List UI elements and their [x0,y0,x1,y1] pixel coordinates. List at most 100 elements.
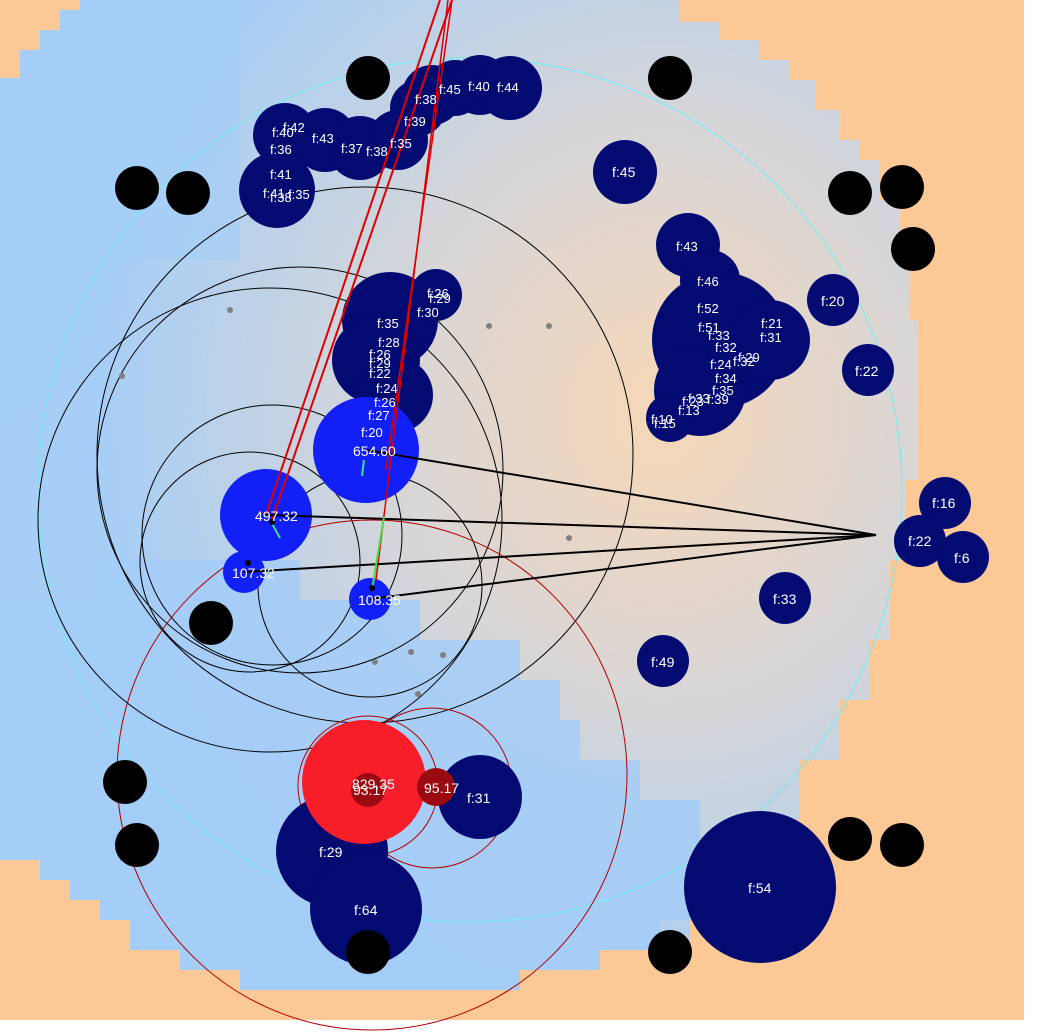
food-label: f:35 [390,136,412,151]
food-label: f:35 [712,383,734,398]
food-label: f:15 [654,416,676,431]
player-mass-label: 108.35 [358,592,401,608]
food-cell [807,274,859,326]
food-label: f:29 [738,350,760,365]
food-label: f:35 [288,187,310,202]
food-label: f:51 [698,320,720,335]
food-label: f:31 [760,330,782,345]
pellet [372,659,378,665]
food-label: f:28 [378,335,400,350]
food-cell [478,56,542,120]
enemy-mass-label: 93.17 [353,782,388,798]
food-cell [937,531,989,583]
food-label: f:38 [415,92,437,107]
food-cell [730,300,810,380]
food-label: f:52 [697,301,719,316]
food-label: f:24 [376,381,398,396]
food-cell [759,572,811,624]
food-cell [919,477,971,529]
food-cell [438,755,522,839]
pellet [440,652,446,658]
food-label: f:27 [368,408,390,423]
food-label: f:20 [821,293,845,309]
food-label: f:33 [708,328,730,343]
food-label: f:45 [439,82,461,97]
food-label: f:54 [748,880,772,896]
food-label: f:30 [417,305,439,320]
food-label: f:32 [733,354,755,369]
virus [648,56,692,100]
food-label: f:10 [651,412,673,427]
food-label: f:45 [612,164,636,180]
pellet [119,373,125,379]
food-label: f:33 [773,591,797,607]
food-cell [239,152,315,228]
food-cell [894,515,946,567]
viruses [103,56,935,974]
virus [166,171,210,215]
enemy-cell-small [417,768,455,806]
food-label: f:26 [374,395,396,410]
virus [828,817,872,861]
enemy-mass-label: 95.17 [424,780,459,796]
food-cell [310,853,422,965]
food-label: f:16 [932,495,956,511]
food-label: f:22 [369,366,391,381]
food-label: f:34 [715,371,737,386]
virus [648,930,692,974]
virus [103,760,147,804]
player-mass-label: 107.32 [232,565,275,581]
pellet [415,691,421,697]
food-cell [637,635,689,687]
food-label: f:36 [270,142,292,157]
pellet [566,535,572,541]
pellets [119,307,572,697]
food-label: f:31 [467,790,491,806]
virus [880,823,924,867]
food-label: f:43 [676,239,698,254]
food-label: f:41 [263,186,285,201]
player-labels: 654.60 497.32 107.32 108.35 [232,443,401,608]
food-label: f:46 [697,274,719,289]
food-label: f:39 [707,392,729,407]
food-cell [593,140,657,204]
food-cell [646,394,694,442]
food-label: f:42 [283,120,305,135]
food-label: f:38 [270,190,292,205]
virus [346,56,390,100]
food-label: f:39 [404,114,426,129]
enemy-mass-label: 829.35 [352,776,395,792]
enemy-cell-small [351,773,385,807]
food-label: f:29 [369,356,391,371]
food-label: f:22 [908,533,932,549]
food-label: f:29 [429,291,451,306]
player-mass-label: 654.60 [353,443,396,459]
food-label: f:35 [377,316,399,331]
food-label: f:21 [761,316,783,331]
food-label: f:24 [710,357,732,372]
enemy-cells [302,720,455,844]
pellet [227,307,233,313]
food-label: f:40 [272,125,294,140]
pellet [486,323,492,329]
food-cell [842,344,894,396]
food-label: f:33 [688,391,710,406]
virus [880,165,924,209]
food-label: f:23 [682,394,704,409]
pellet [408,649,414,655]
food-label: f:22 [855,363,879,379]
food-label: f:20 [361,425,383,440]
food-label: f:44 [497,80,519,95]
food-label: f:40 [468,79,490,94]
food-label: f:38 [366,144,388,159]
virus [115,166,159,210]
food-label: f:26 [427,286,449,301]
food-label: f:43 [312,131,334,146]
virus [828,171,872,215]
virus [189,601,233,645]
enemy-labels: 829.35 93.17 95.17 [352,776,459,798]
food-label: f:49 [651,654,675,670]
food-label: f:37 [341,141,363,156]
food-cells [239,55,989,965]
